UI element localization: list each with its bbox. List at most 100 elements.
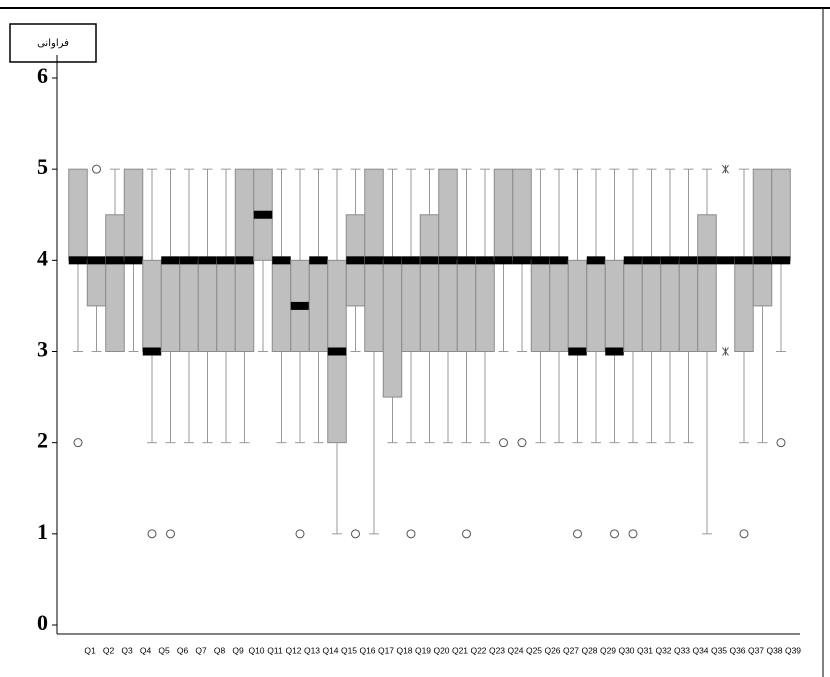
median (383, 256, 402, 264)
median (254, 211, 273, 219)
outlier (777, 439, 785, 447)
median (180, 256, 199, 264)
median (531, 256, 550, 264)
box (679, 260, 698, 351)
median (365, 256, 384, 264)
outlier (407, 530, 415, 538)
median (679, 256, 698, 264)
y-tick-label: 4 (37, 245, 48, 270)
median (587, 256, 606, 264)
y-tick-label: 2 (37, 428, 48, 453)
median (439, 256, 458, 264)
median (69, 256, 88, 264)
y-tick-label: 1 (37, 519, 48, 544)
x-tick-label: Q16 (359, 645, 375, 655)
median (753, 256, 772, 264)
x-tick-label: Q39 (785, 645, 801, 655)
x-tick-label: Q17 (378, 645, 394, 655)
median (235, 256, 254, 264)
median (328, 348, 347, 356)
x-tick-label: Q29 (600, 645, 616, 655)
x-tick-label: Q22 (470, 645, 486, 655)
box (161, 260, 180, 351)
box (180, 260, 199, 351)
chart: فراوانی 0123456Q1Q2Q3Q4Q5Q6Q7Q8Q9Q10Q11Q… (0, 0, 830, 677)
x-tick-label: Q3 (121, 645, 133, 655)
median (605, 348, 624, 356)
x-tick-label: Q14 (322, 645, 338, 655)
box (198, 260, 217, 351)
median (698, 256, 717, 264)
x-tick-label: Q6 (177, 645, 189, 655)
x-tick-label: Q20 (433, 645, 449, 655)
x-tick-label: Q33 (674, 645, 690, 655)
median (272, 256, 291, 264)
y-label: فراوانی (37, 38, 69, 49)
x-tick-label: Q8 (214, 645, 226, 655)
x-tick-label: Q35 (711, 645, 727, 655)
median (624, 256, 643, 264)
box (476, 260, 495, 351)
box (87, 260, 106, 306)
median (124, 256, 143, 264)
box (587, 260, 606, 351)
median (106, 256, 125, 264)
median (309, 256, 328, 264)
x-tick-label: Q32 (655, 645, 671, 655)
extreme (723, 348, 729, 356)
median (346, 256, 365, 264)
y-tick-label: 6 (37, 63, 48, 88)
median (735, 256, 754, 264)
median (476, 256, 495, 264)
box (124, 169, 143, 260)
x-tick-label: Q15 (341, 645, 357, 655)
median (198, 256, 217, 264)
x-tick-label: Q23 (489, 645, 505, 655)
outlier (574, 530, 582, 538)
x-tick-label: Q19 (415, 645, 431, 655)
x-tick-label: Q36 (729, 645, 745, 655)
box (698, 215, 717, 352)
x-tick-label: Q12 (285, 645, 301, 655)
extreme (723, 165, 729, 173)
outlier (167, 530, 175, 538)
x-tick-label: Q25 (526, 645, 542, 655)
median (420, 256, 439, 264)
box (605, 260, 624, 351)
x-tick-label: Q28 (581, 645, 597, 655)
median (402, 256, 421, 264)
outlier (463, 530, 471, 538)
x-tick-label: Q27 (563, 645, 579, 655)
box (309, 260, 328, 351)
box (494, 169, 513, 260)
x-tick-label: Q37 (748, 645, 764, 655)
box (69, 169, 88, 260)
box (143, 260, 162, 351)
x-tick-label: Q13 (304, 645, 320, 655)
x-tick-label: Q10 (248, 645, 264, 655)
median (457, 256, 476, 264)
median (568, 348, 587, 356)
median (143, 348, 162, 356)
box (217, 260, 236, 351)
x-tick-label: Q9 (232, 645, 244, 655)
y-tick-label: 3 (37, 337, 48, 362)
x-tick-label: Q31 (637, 645, 653, 655)
box (383, 260, 402, 397)
outlier (296, 530, 304, 538)
outlier (352, 530, 360, 538)
outlier (74, 439, 82, 447)
box (772, 169, 791, 260)
box (568, 260, 587, 351)
x-tick-label: Q1 (84, 645, 96, 655)
x-tick-label: Q34 (692, 645, 708, 655)
box (402, 260, 421, 351)
box (624, 260, 643, 351)
x-tick-label: Q11 (267, 645, 283, 655)
median (550, 256, 569, 264)
median (494, 256, 513, 264)
box (661, 260, 680, 351)
median (642, 256, 661, 264)
box (420, 215, 439, 352)
x-tick-label: Q7 (195, 645, 207, 655)
